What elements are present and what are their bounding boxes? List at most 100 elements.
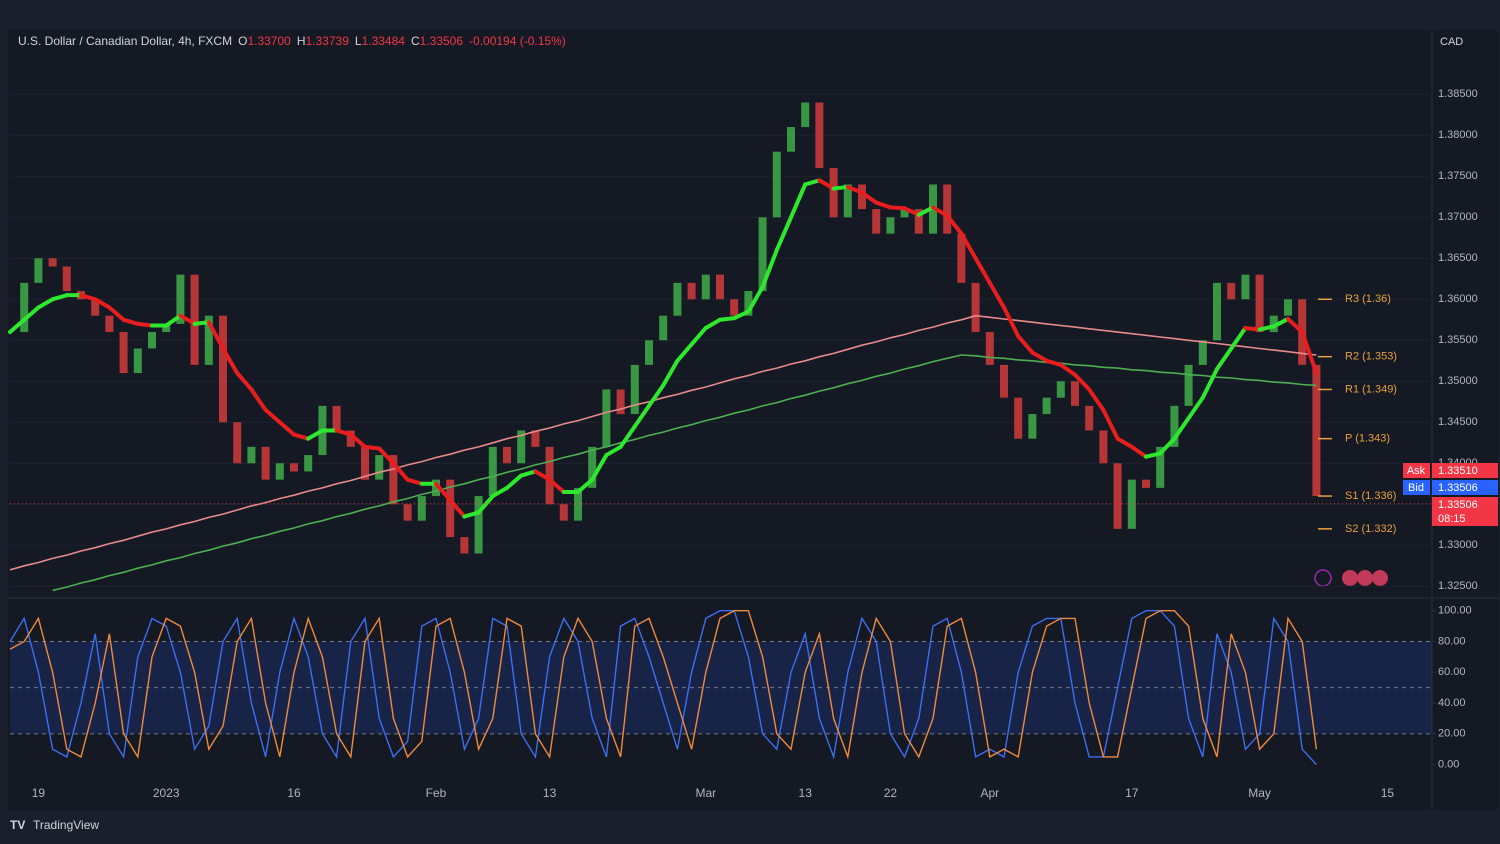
candle bbox=[545, 446, 554, 505]
bid-label-box bbox=[1403, 480, 1430, 495]
ema-segment bbox=[632, 403, 651, 429]
ema-segment bbox=[1286, 316, 1305, 335]
candle bbox=[375, 455, 384, 480]
ema-segment bbox=[263, 407, 282, 425]
bid-price: 1.33506 bbox=[1438, 482, 1478, 494]
candle bbox=[815, 102, 824, 169]
ema-segment bbox=[377, 446, 396, 466]
candle bbox=[176, 274, 185, 324]
ema-segment bbox=[774, 215, 793, 253]
ema-segment bbox=[1002, 305, 1021, 339]
ema-segment bbox=[1257, 324, 1276, 332]
candle bbox=[517, 430, 526, 464]
x-tick-label: 22 bbox=[884, 786, 898, 800]
candle bbox=[914, 209, 923, 234]
candle bbox=[716, 274, 724, 300]
pivot-label: R2 (1.353) bbox=[1345, 351, 1397, 363]
candle bbox=[843, 184, 852, 218]
candle bbox=[1028, 414, 1037, 439]
ema-segment bbox=[973, 256, 992, 285]
ema-segment bbox=[831, 184, 850, 191]
ema-segment bbox=[476, 494, 495, 515]
y-tick-label: 1.37000 bbox=[1438, 211, 1478, 223]
ema-segment bbox=[1016, 334, 1035, 355]
candle bbox=[1269, 315, 1278, 333]
y-tick-label: 1.37500 bbox=[1438, 170, 1478, 182]
candle bbox=[204, 315, 213, 365]
y-tick-label: 1.38500 bbox=[1438, 88, 1478, 100]
ema-segment bbox=[533, 469, 552, 482]
candle bbox=[1042, 397, 1051, 415]
candle bbox=[673, 282, 682, 316]
legend-change: -0.00194 (-0.15%) bbox=[469, 34, 566, 48]
x-tick-label: 13 bbox=[543, 786, 557, 800]
candle bbox=[20, 282, 29, 333]
ema-segment bbox=[604, 444, 623, 458]
candle bbox=[62, 266, 71, 292]
ema-segment bbox=[547, 477, 566, 494]
ema-segment bbox=[1172, 416, 1191, 441]
ema-segment bbox=[1129, 444, 1148, 459]
ema-segment bbox=[1215, 346, 1234, 371]
ema-segment bbox=[434, 481, 453, 503]
candle bbox=[1255, 274, 1264, 333]
ema-segment bbox=[348, 432, 367, 449]
candle bbox=[630, 364, 639, 415]
ema-segment bbox=[292, 432, 311, 441]
ema-segment bbox=[135, 321, 154, 328]
ema-segment bbox=[36, 297, 55, 310]
candle bbox=[1085, 405, 1094, 431]
legend-close: 1.33506 bbox=[420, 34, 464, 48]
candle bbox=[332, 405, 341, 431]
candle bbox=[1170, 405, 1179, 447]
ema-segment bbox=[519, 469, 538, 478]
last-price-box bbox=[1432, 497, 1498, 526]
legend-symbol: U.S. Dollar / Canadian Dollar, 4h, FXCM bbox=[18, 34, 232, 48]
ema-segment bbox=[1115, 436, 1134, 449]
ema-segment bbox=[916, 205, 935, 217]
ema-segment bbox=[192, 320, 211, 326]
candle bbox=[531, 430, 540, 447]
pivot-label: S2 (1.332) bbox=[1345, 523, 1396, 535]
y-tick-label: 1.36000 bbox=[1438, 293, 1478, 305]
ema-segment bbox=[959, 231, 978, 261]
candle bbox=[701, 274, 710, 300]
candle bbox=[957, 233, 966, 283]
candle bbox=[659, 315, 668, 341]
ema-segment bbox=[93, 297, 112, 310]
ema-segment bbox=[79, 293, 98, 302]
ema-segment bbox=[1087, 387, 1106, 412]
candle bbox=[772, 151, 781, 218]
candle bbox=[1241, 274, 1250, 300]
ema-segment bbox=[490, 485, 509, 499]
candle bbox=[616, 389, 625, 415]
candle bbox=[1056, 381, 1065, 398]
legend-high: 1.33739 bbox=[306, 34, 350, 48]
candle bbox=[559, 504, 568, 521]
y-tick-label: 1.35000 bbox=[1438, 375, 1478, 387]
ema-segment bbox=[746, 284, 765, 314]
ema-segment bbox=[206, 320, 225, 351]
ema-segment bbox=[1101, 407, 1120, 441]
candle bbox=[105, 315, 114, 333]
y-tick-label: 1.35500 bbox=[1438, 334, 1478, 346]
x-tick-label: Feb bbox=[426, 786, 447, 800]
ema-segment bbox=[718, 316, 737, 322]
legend-high-label: H bbox=[297, 34, 306, 48]
y-tick-label: 1.32500 bbox=[1438, 580, 1478, 592]
ema-segment bbox=[1158, 436, 1177, 456]
candle bbox=[1099, 430, 1108, 464]
candle bbox=[1312, 364, 1321, 497]
ema-segment bbox=[987, 280, 1006, 310]
bar-countdown: 08:15 bbox=[1438, 513, 1466, 525]
event-icons bbox=[1314, 569, 1388, 587]
candle bbox=[1198, 340, 1207, 365]
candle bbox=[829, 168, 838, 218]
candle bbox=[900, 209, 909, 218]
ask-label: Ask bbox=[1407, 465, 1426, 477]
ema-segment bbox=[902, 206, 921, 217]
y-tick-label: 1.38000 bbox=[1438, 129, 1478, 141]
candle bbox=[971, 282, 980, 333]
candle bbox=[1184, 364, 1193, 406]
ema-segment bbox=[121, 317, 140, 326]
